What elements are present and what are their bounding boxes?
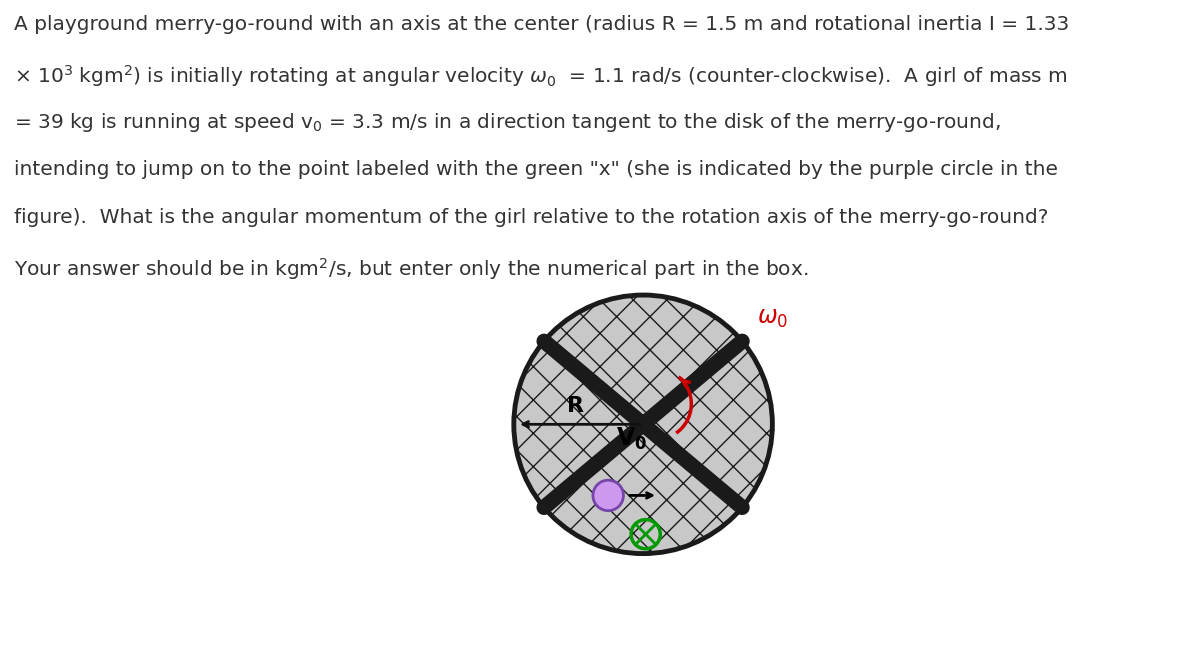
- Circle shape: [514, 295, 773, 554]
- Text: intending to jump on to the point labeled with the green "x" (she is indicated b: intending to jump on to the point labele…: [14, 160, 1058, 179]
- Text: figure).  What is the angular momentum of the girl relative to the rotation axis: figure). What is the angular momentum of…: [14, 208, 1049, 227]
- Text: R: R: [568, 396, 584, 416]
- Text: $\omega_0$: $\omega_0$: [757, 306, 788, 330]
- Text: Your answer should be in kgm$^2$/s, but enter only the numerical part in the box: Your answer should be in kgm$^2$/s, but …: [14, 257, 809, 282]
- Text: $\mathbf{V_0}$: $\mathbf{V_0}$: [616, 426, 647, 452]
- Circle shape: [593, 480, 624, 511]
- Text: $\times$ 10$^3$ kgm$^2$) is initially rotating at angular velocity $\boldsymbol{: $\times$ 10$^3$ kgm$^2$) is initially ro…: [14, 63, 1068, 89]
- Text: = 39 kg is running at speed v$_0$ = 3.3 m/s in a direction tangent to the disk o: = 39 kg is running at speed v$_0$ = 3.3 …: [14, 111, 1001, 135]
- Text: A playground merry-go-round with an axis at the center (radius R = 1.5 m and rot: A playground merry-go-round with an axis…: [14, 15, 1069, 34]
